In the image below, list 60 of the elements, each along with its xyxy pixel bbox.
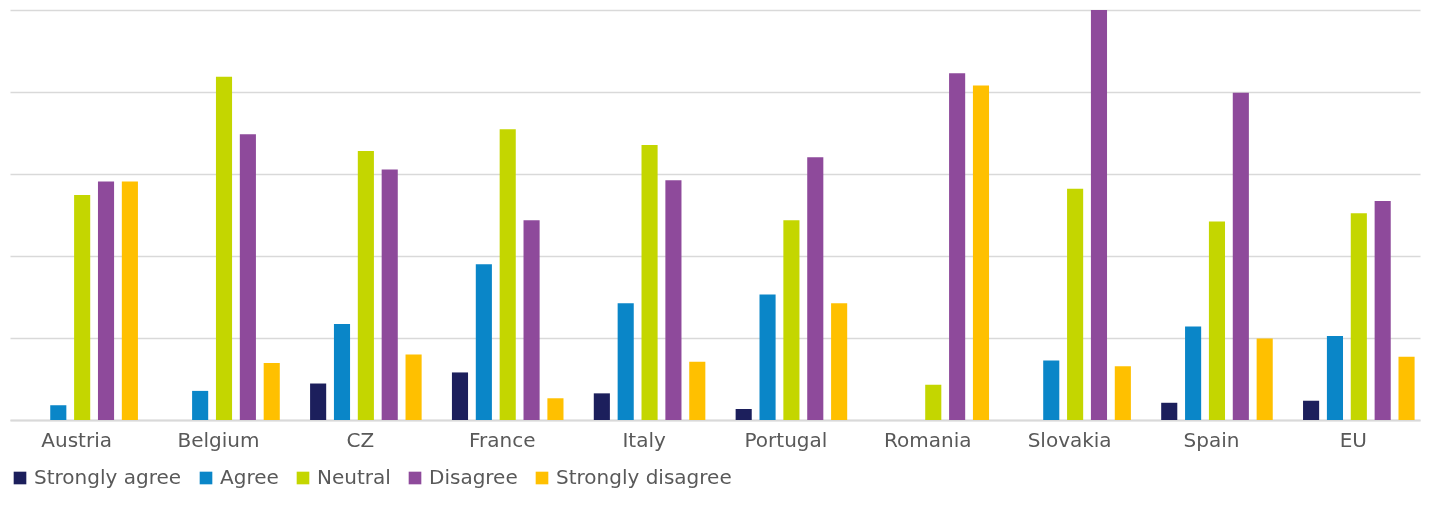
- bar: [1350, 213, 1367, 420]
- bar: [1374, 201, 1391, 420]
- bar: [451, 372, 469, 420]
- bar: [475, 264, 492, 420]
- legend-label: Agree: [220, 465, 279, 489]
- x-tick-label: CZ: [346, 427, 375, 452]
- bar: [547, 398, 564, 420]
- bar: [263, 363, 280, 420]
- x-tick-label: Slovakia: [1027, 427, 1112, 452]
- bar: [807, 157, 824, 420]
- legend-label: Disagree: [429, 465, 518, 489]
- bar: [215, 76, 233, 420]
- bar: [1326, 335, 1344, 420]
- bar: [665, 180, 682, 420]
- x-tick-label: Spain: [1183, 427, 1240, 452]
- x-tick-label: Belgium: [177, 427, 260, 452]
- bar: [641, 144, 658, 420]
- bar: [1114, 366, 1131, 420]
- bar: [1208, 221, 1226, 420]
- bar: [333, 324, 351, 420]
- bar: [1043, 360, 1060, 420]
- bar: [74, 194, 91, 420]
- bar: [1256, 338, 1273, 420]
- legend-label: Strongly agree: [34, 465, 182, 489]
- bar: [1232, 92, 1249, 420]
- x-tick-label: Austria: [41, 427, 112, 452]
- bar: [499, 129, 516, 420]
- bar: [1398, 356, 1415, 420]
- bar: [523, 220, 540, 420]
- x-tick-label: France: [468, 427, 536, 452]
- bar: [617, 303, 634, 420]
- bar: [97, 181, 115, 420]
- bar: [381, 169, 398, 420]
- bar: [310, 383, 327, 420]
- bar: [593, 393, 610, 420]
- bar: [759, 294, 776, 420]
- bar: [1090, 10, 1108, 420]
- bar: [1303, 400, 1320, 420]
- bar: [925, 384, 942, 420]
- bar: [783, 220, 800, 420]
- bar: [949, 73, 966, 420]
- bar: [1161, 402, 1178, 420]
- bar: [1185, 326, 1202, 420]
- bar: [689, 361, 706, 420]
- bar: [735, 408, 752, 420]
- bar: [192, 390, 209, 420]
- x-tick-label: Portugal: [744, 427, 828, 452]
- bar: [405, 354, 422, 420]
- legend-label: Strongly disagree: [556, 465, 732, 489]
- bar: [50, 405, 67, 420]
- x-tick-label: Romania: [884, 427, 972, 452]
- bar: [121, 181, 138, 420]
- legend-label: Neutral: [317, 465, 391, 489]
- x-tick-label: Italy: [622, 427, 666, 452]
- bar: [831, 303, 848, 420]
- bar: [1067, 188, 1084, 420]
- x-tick-label: EU: [1339, 427, 1367, 452]
- bar: [972, 85, 990, 420]
- bar: [239, 134, 256, 420]
- bar: [357, 151, 374, 420]
